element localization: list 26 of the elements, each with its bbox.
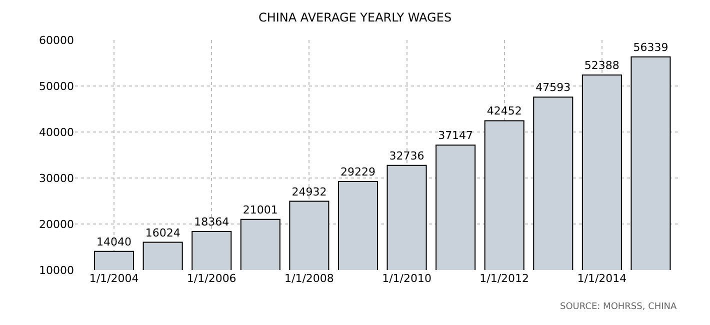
y-tick-label: 50000 — [39, 80, 74, 93]
data-label: 16024 — [145, 226, 180, 240]
x-tick-label: 1/1/2010 — [382, 272, 432, 285]
data-label: 56339 — [633, 40, 668, 54]
data-label: 18364 — [194, 216, 230, 229]
data-label: 21001 — [242, 203, 278, 216]
y-tick-label: 30000 — [39, 172, 74, 185]
data-label: 52388 — [584, 59, 620, 72]
source-note: SOURCE: MOHRSS, CHINA — [560, 302, 678, 312]
y-tick-label: 10000 — [39, 264, 74, 277]
x-tick-label: 1/1/2014 — [577, 272, 627, 285]
x-tick-label: 1/1/2004 — [89, 272, 139, 285]
y-tick-label: 60000 — [39, 34, 74, 47]
data-label: 37147 — [438, 129, 474, 142]
data-label: 24932 — [292, 185, 327, 198]
x-tick-label: 1/1/2008 — [284, 272, 334, 285]
x-tick-label: 1/1/2012 — [480, 272, 530, 285]
data-label: 29229 — [340, 166, 376, 179]
chart-title: CHINA AVERAGE YEARLY WAGES — [258, 10, 452, 24]
data-label: 32736 — [389, 149, 424, 162]
data-label: 42452 — [486, 104, 522, 118]
x-tick-label: 1/1/2006 — [186, 272, 236, 285]
data-label: 47593 — [536, 81, 571, 94]
data-label: 14040 — [96, 235, 132, 248]
y-tick-label: 20000 — [39, 218, 74, 231]
y-tick-label: 40000 — [39, 126, 74, 139]
